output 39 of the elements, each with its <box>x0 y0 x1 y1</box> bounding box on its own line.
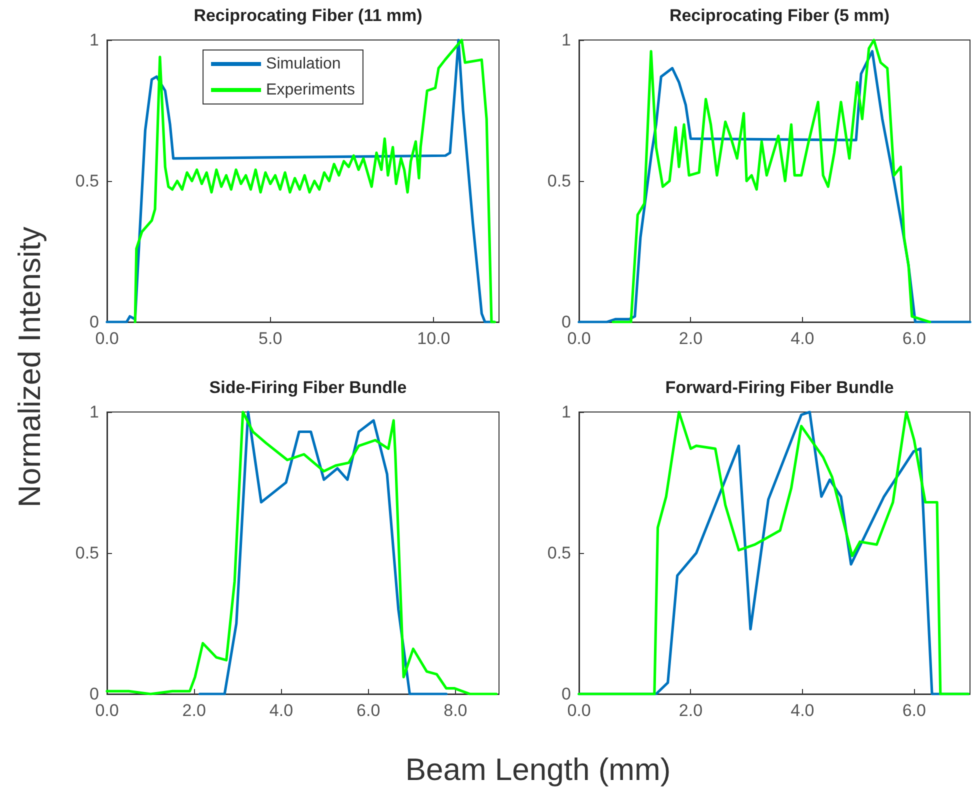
x-tick-label: 0.0 <box>95 701 119 720</box>
y-tick-label: 0.5 <box>75 544 99 562</box>
y-tick-label: 0.5 <box>547 544 571 562</box>
x-tick-label: 4.0 <box>790 701 814 720</box>
x-tick-label: 6.0 <box>902 701 926 720</box>
y-tick-label: 0.5 <box>75 172 99 190</box>
chart-title: Side-Firing Fiber Bundle <box>209 378 407 397</box>
y-tick-label: 1 <box>90 402 99 422</box>
chart-title: Reciprocating Fiber (5 mm) <box>669 6 890 25</box>
x-tick-label: 4.0 <box>269 701 294 720</box>
x-tick-label: 5.0 <box>258 329 282 348</box>
y-tick-label: 0 <box>90 684 99 704</box>
legend-label: Simulation <box>266 56 341 72</box>
chart-title: Forward-Firing Fiber Bundle <box>665 378 894 397</box>
y-tick-label: 0 <box>562 312 571 332</box>
x-tick-label: 0.0 <box>95 329 119 348</box>
line-series <box>612 38 932 324</box>
y-tick-label: 0 <box>90 312 99 332</box>
x-tick-label: 8.0 <box>444 701 468 720</box>
x-axis-title: Beam Length (mm) <box>405 752 671 788</box>
x-tick-label: 10.0 <box>417 329 450 348</box>
line-series <box>106 410 498 696</box>
y-tick-label: 1 <box>90 30 99 50</box>
legend-label: Experiments <box>266 82 355 98</box>
x-tick-label: 0.0 <box>567 329 591 348</box>
x-tick-label: 4.0 <box>790 329 814 348</box>
y-axis-title: Normalized Intensity <box>12 226 48 508</box>
y-tick-label: 1 <box>562 30 571 50</box>
y-tick-label: 0 <box>562 684 571 704</box>
x-tick-label: 6.0 <box>902 329 926 348</box>
x-tick-label: 0.0 <box>567 701 591 720</box>
line-series <box>198 410 448 696</box>
chart-title: Reciprocating Fiber (11 mm) <box>194 6 422 25</box>
x-tick-label: 2.0 <box>182 701 206 720</box>
y-tick-label: 1 <box>562 402 571 422</box>
x-tick-label: 2.0 <box>678 701 703 720</box>
x-tick-label: 6.0 <box>356 701 380 720</box>
x-tick-label: 2.0 <box>678 329 703 348</box>
y-tick-label: 0.5 <box>547 172 571 190</box>
